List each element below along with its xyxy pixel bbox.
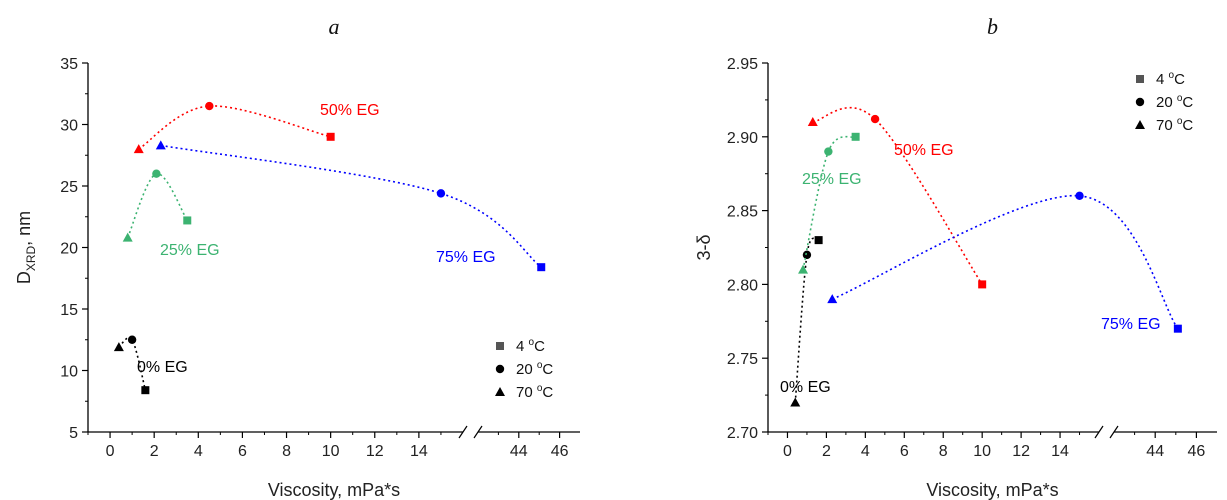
panel-label: b: [987, 14, 998, 39]
axis-break-mark: [458, 425, 468, 439]
x-tick-label: 44: [1146, 443, 1164, 460]
x-tick-label: 46: [551, 443, 569, 460]
x-tick-label: 4: [194, 443, 203, 460]
legend-label: 70 oC: [1156, 116, 1193, 134]
x-tick-label: 10: [973, 443, 991, 460]
series-curve: [812, 106, 983, 285]
x-tick-label: 10: [322, 443, 340, 460]
data-point: [152, 169, 161, 178]
data-point: [978, 280, 987, 289]
x-tick-label: 0: [106, 443, 115, 460]
x-tick-label: 2: [150, 443, 159, 460]
data-point: [113, 342, 124, 352]
legend-marker: [1135, 120, 1145, 129]
data-point: [537, 263, 546, 272]
x-tick-label: 12: [1012, 443, 1030, 460]
y-tick-label: 2.75: [727, 351, 758, 368]
data-point: [807, 117, 818, 127]
data-point: [183, 216, 192, 225]
y-tick-label: 10: [60, 364, 78, 381]
series-label: 50% EG: [894, 142, 954, 159]
y-tick-label: 2.70: [727, 425, 758, 442]
y-tick-label: 2.80: [727, 277, 758, 294]
y-tick-label: 5: [69, 425, 78, 442]
axis-break-mark: [473, 425, 483, 439]
series-label: 25% EG: [802, 171, 862, 188]
legend-label: 20 oC: [1156, 93, 1193, 111]
x-tick-label: 12: [366, 443, 384, 460]
data-point: [870, 114, 880, 124]
x-tick-label: 6: [238, 443, 247, 460]
data-point: [814, 236, 823, 245]
y-axis-label: 3-δ: [694, 234, 714, 260]
legend-marker: [1136, 75, 1144, 83]
series-label: 75% EG: [1101, 316, 1161, 333]
legend-label: 70 oC: [516, 383, 553, 401]
axis-break-mark: [1109, 425, 1119, 439]
panel-label: a: [329, 14, 340, 39]
x-tick-label: 14: [410, 443, 428, 460]
x-tick-label: 4: [861, 443, 870, 460]
series-curve: [794, 237, 820, 403]
x-tick-label: 14: [1051, 443, 1069, 460]
series-label: 50% EG: [320, 102, 380, 119]
data-point: [122, 232, 133, 242]
x-tick-label: 6: [900, 443, 909, 460]
data-point: [802, 250, 812, 260]
legend-marker: [1135, 97, 1145, 107]
x-axis-label: Viscosity, mPa*s: [268, 480, 400, 500]
data-point: [790, 397, 801, 407]
axis-break-mark: [1094, 425, 1104, 439]
y-tick-label: 2.85: [727, 204, 758, 221]
x-tick-label: 8: [282, 443, 291, 460]
data-point: [127, 335, 137, 344]
data-point: [798, 264, 809, 274]
x-tick-label: 46: [1188, 443, 1206, 460]
data-point: [141, 386, 150, 395]
series-curve: [138, 105, 331, 150]
y-tick-label: 15: [60, 302, 78, 319]
data-point: [1075, 191, 1084, 201]
legend-marker: [496, 342, 504, 350]
data-point: [436, 189, 446, 198]
y-axis-label: DXRD, nm: [14, 211, 38, 284]
x-tick-label: 0: [783, 443, 792, 460]
y-tick-label: 35: [60, 56, 78, 73]
series-curve: [831, 195, 1179, 330]
legend-label: 4 oC: [1156, 70, 1185, 88]
series-label: 0% EG: [137, 359, 188, 376]
x-axis-label: Viscosity, mPa*s: [926, 480, 1058, 500]
legend-marker: [495, 364, 505, 374]
data-point: [133, 144, 144, 154]
data-point: [326, 132, 335, 141]
legend-label: 4 oC: [516, 337, 545, 355]
y-tick-label: 25: [60, 179, 78, 196]
data-point: [827, 294, 838, 304]
chart-panel-b: 2.702.752.802.852.902.950 2 4 6 8 10 12 14 44 46V…: [694, 14, 1217, 500]
series-label: 75% EG: [436, 249, 496, 266]
data-point: [205, 101, 214, 111]
y-tick-label: 20: [60, 241, 78, 258]
series-label: 0% EG: [780, 379, 831, 396]
x-tick-label: 44: [510, 443, 528, 460]
y-tick-label: 30: [60, 118, 78, 135]
x-tick-label: 8: [939, 443, 948, 460]
data-point: [1173, 324, 1182, 333]
x-tick-label: 2: [822, 443, 831, 460]
series-label: 25% EG: [160, 242, 220, 259]
y-tick-label: 2.95: [727, 56, 758, 73]
y-tick-label: 2.90: [727, 130, 758, 147]
legend-marker: [495, 387, 505, 396]
legend-label: 20 oC: [516, 360, 553, 378]
data-point: [851, 132, 860, 141]
data-point: [155, 140, 166, 150]
series-curve: [126, 172, 188, 238]
data-point: [824, 147, 833, 156]
series-curve: [118, 336, 147, 391]
series-curve: [802, 135, 856, 270]
